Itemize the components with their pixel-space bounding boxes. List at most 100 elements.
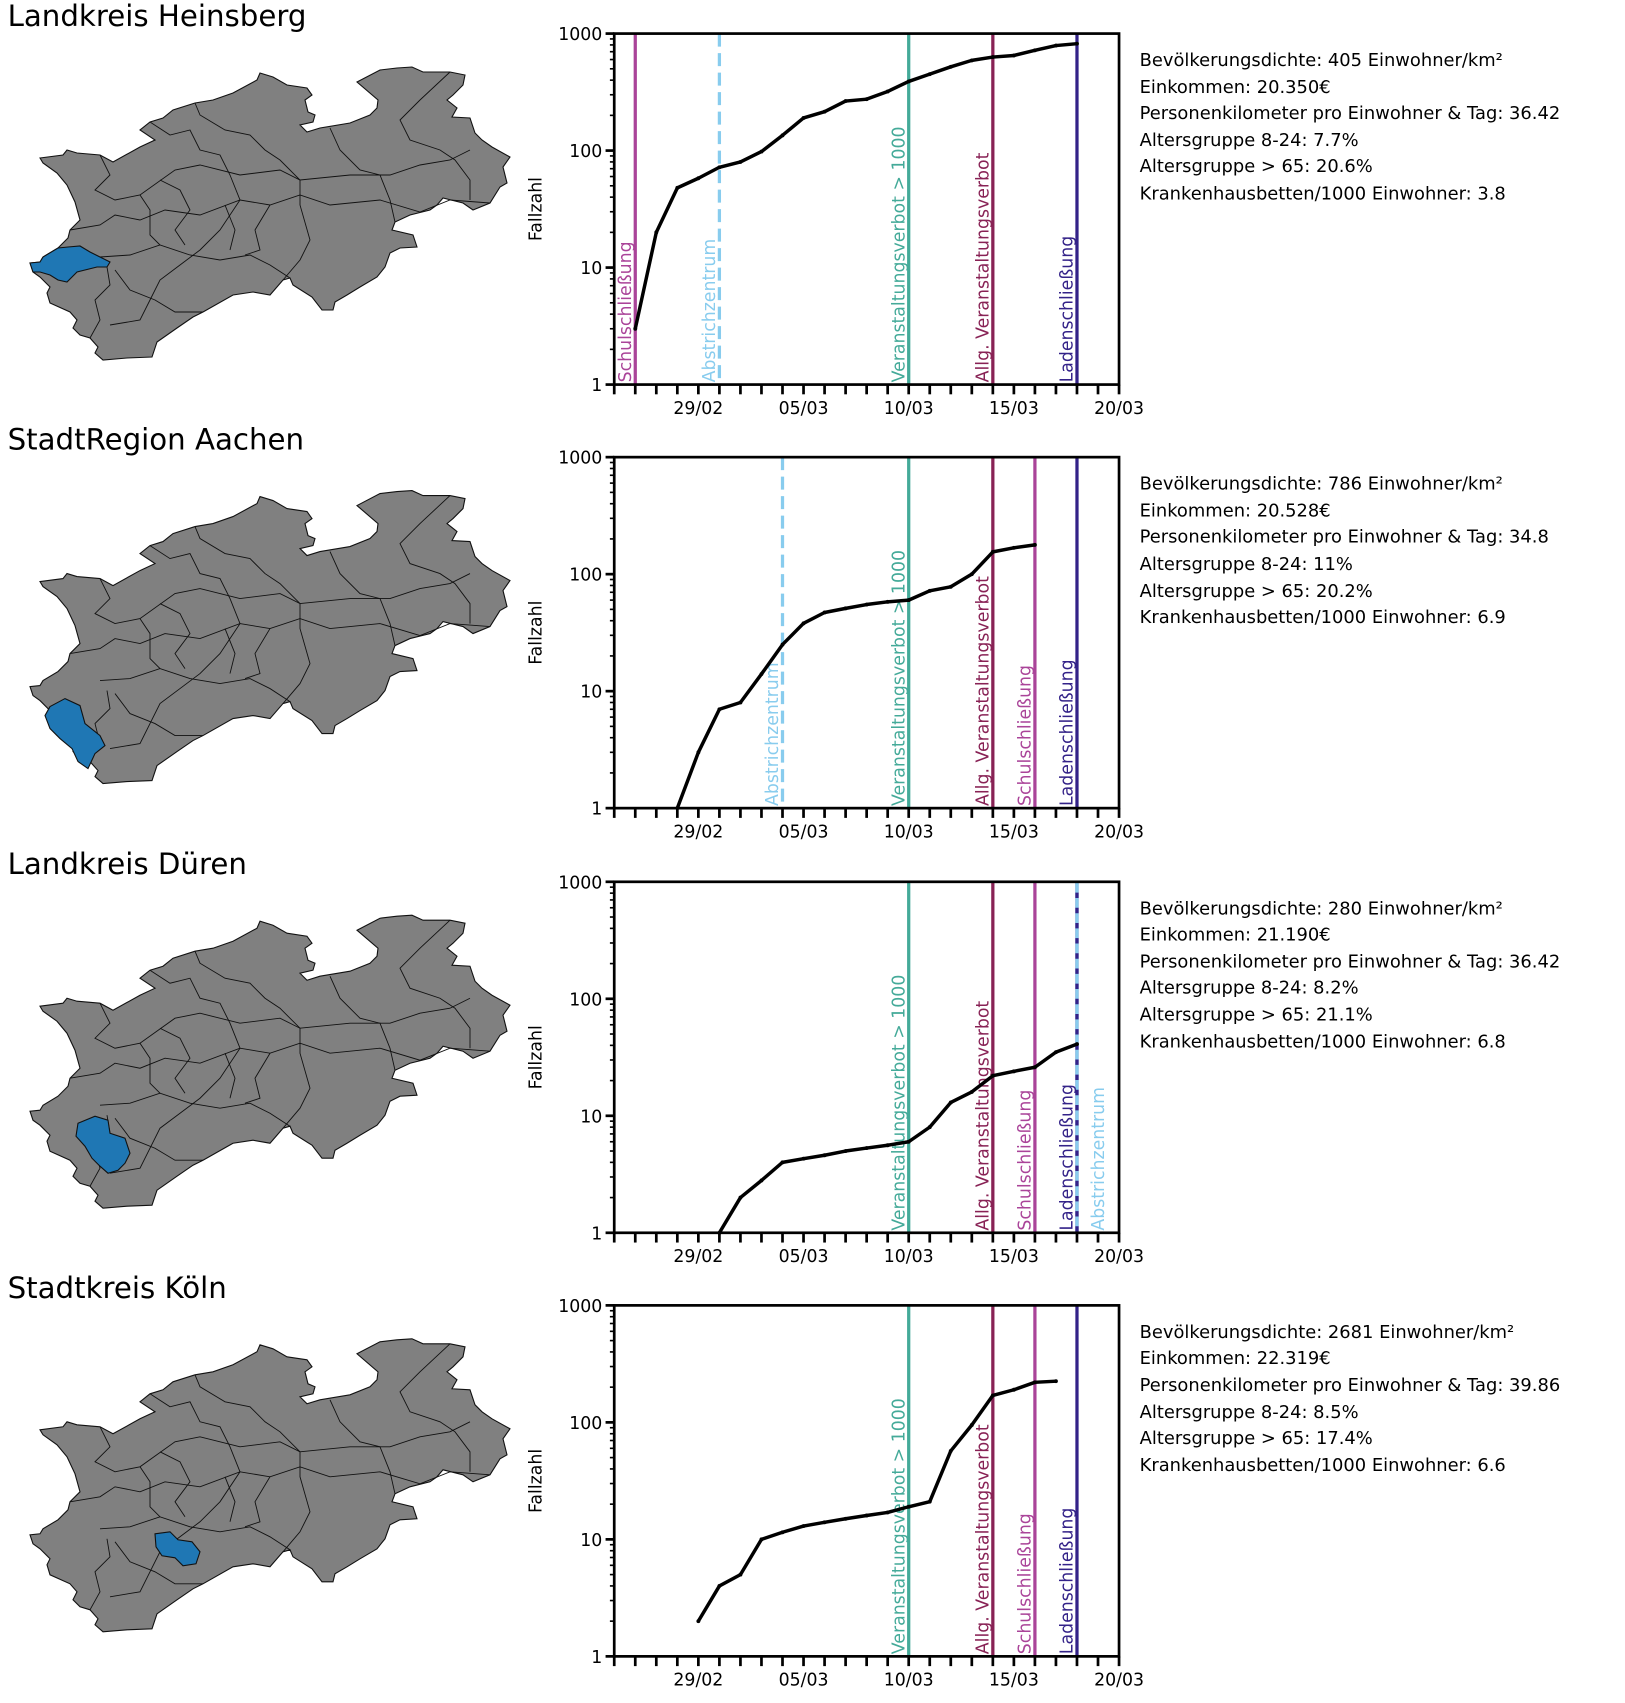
case-chart: Veranstaltungsverbot > 1000 Allg. Veranst… [527,1297,1144,1691]
data-point [1032,48,1037,53]
map-highlighted-district [154,1531,201,1567]
map-district-border [194,526,311,705]
map-district-border [159,1451,191,1517]
map-district-border [159,179,191,246]
data-point [822,610,827,615]
event-label: Schulschließung [1016,665,1036,806]
data-point [822,1520,827,1525]
x-tick-label: 29/02 [673,1670,723,1690]
x-tick-label: 15/03 [989,1247,1039,1267]
data-point [906,1139,911,1144]
map-district-border [399,71,471,200]
x-tick-label: 20/03 [1094,1670,1144,1690]
data-point [696,750,701,755]
y-tick-label: 10 [580,1531,602,1551]
case-series-line [696,1379,1057,1622]
x-tick-label: 29/02 [673,823,723,843]
event-label: Allg. Veranstaltungsverbot [974,152,994,382]
map-district-border [109,545,241,750]
info-income: Einkommen: 20.528€ [1139,500,1331,521]
data-point [696,176,701,181]
data-point [801,621,806,626]
data-point [1075,41,1079,46]
info-age-8-24: Altersgruppe 8-24: 7.7% [1139,129,1359,151]
map-district-border [194,950,311,1129]
map-district-border [244,204,271,256]
map-district-border [244,1476,271,1528]
info-density: Bevölkerungsdichte: 2681 Einwohner/km² [1139,1321,1515,1343]
map-district-border [69,194,491,231]
info-block: Bevölkerungsdichte: 280 Einwohner/km² Ei… [1140,895,1561,1055]
data-point [780,642,785,647]
map-district-border [89,1538,111,1610]
map-district-border [139,618,161,670]
info-hospital-beds: Krankenhausbetten/1000 Einwohner: 6.9 [1139,606,1506,628]
map-district-border [224,1476,236,1522]
x-tick-label: 29/02 [673,399,723,419]
data-point [969,572,974,577]
data-point [948,64,953,69]
x-tick-label: 10/03 [884,399,934,419]
map-district-border [69,1466,491,1503]
data-point [759,149,764,154]
event-label: Schulschließung [1016,1089,1036,1230]
case-series-line [717,1042,1078,1234]
map-district-border [94,1421,471,1473]
data-point [864,602,869,607]
nrw-map [29,1338,511,1633]
data-point [948,585,953,590]
data-point [1011,53,1016,58]
map-district-border [94,573,471,625]
data-point [864,1145,869,1150]
info-hospital-beds: Krankenhausbetten/1000 Einwohner: 3.8 [1139,183,1506,204]
data-point [906,1504,911,1509]
data-point [822,109,827,114]
event-label: Abstrichzentrum [1089,1087,1109,1231]
map-district-border [114,1117,203,1161]
data-point [1053,1049,1058,1054]
data-point [759,1178,764,1182]
data-point [801,1156,806,1161]
data-point [696,1619,701,1623]
y-tick-label: 100 [569,1414,602,1434]
x-tick-label: 20/03 [1094,399,1144,419]
map-district-border [194,1374,311,1552]
map-district-border [159,1027,191,1094]
data-point [990,1073,995,1078]
data-point [927,1124,932,1129]
event-label: Ladenschließung [1058,1507,1078,1654]
y-tick-label: 1 [591,800,602,820]
info-income: Einkommen: 20.350€ [1139,76,1331,98]
data-point [885,1142,890,1147]
info-person-km: Personenkilometer pro Einwohner & Tag: 3… [1139,950,1561,972]
data-point [885,600,890,605]
panel-title: StadtRegion Aachen [7,423,305,458]
map-district-border [399,1343,471,1472]
map-district-border [109,121,241,326]
panel-dueren: Veranstaltungsverbot > 1000 Allg. Veranst… [0,848,1625,1272]
data-point [1011,546,1016,551]
nrw-map [29,914,511,1209]
y-tick-label: 100 [569,990,602,1010]
panel-graphics: Veranstaltungsverbot > 1000 Allg. Veranst… [29,873,1144,1267]
panel-aachen: Abstrichzentrum Veranstaltungsverbot > 10… [0,424,1625,848]
info-person-km: Personenkilometer pro Einwohner & Tag: 3… [1139,527,1549,548]
event-label: Abstrichzentrum [763,663,783,807]
y-tick-label: 1 [591,1648,602,1668]
data-point [1053,1379,1058,1384]
panel-graphics: Veranstaltungsverbot > 1000 Allg. Veranst… [29,1297,1144,1691]
data-point [1075,1041,1079,1046]
x-tick-label: 15/03 [989,823,1039,843]
map-district-border [99,1516,291,1551]
map-district-border [89,266,111,339]
data-point [948,1448,953,1453]
map-district-border [99,1092,291,1127]
case-series-line [675,543,1036,810]
data-point [843,606,848,611]
x-tick-label: 10/03 [884,1670,934,1690]
y-tick-label: 100 [569,566,602,586]
data-point [990,550,995,555]
data-point [717,1583,722,1588]
info-hospital-beds: Krankenhausbetten/1000 Einwohner: 6.6 [1139,1454,1506,1476]
